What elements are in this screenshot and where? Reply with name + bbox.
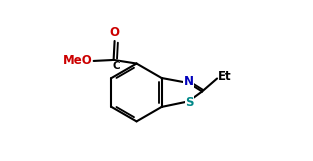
Text: S: S [185,96,194,109]
Text: MeO: MeO [63,54,93,67]
Text: N: N [183,76,193,89]
Text: Et: Et [218,70,232,83]
Text: C: C [112,61,120,71]
Text: O: O [110,26,120,39]
